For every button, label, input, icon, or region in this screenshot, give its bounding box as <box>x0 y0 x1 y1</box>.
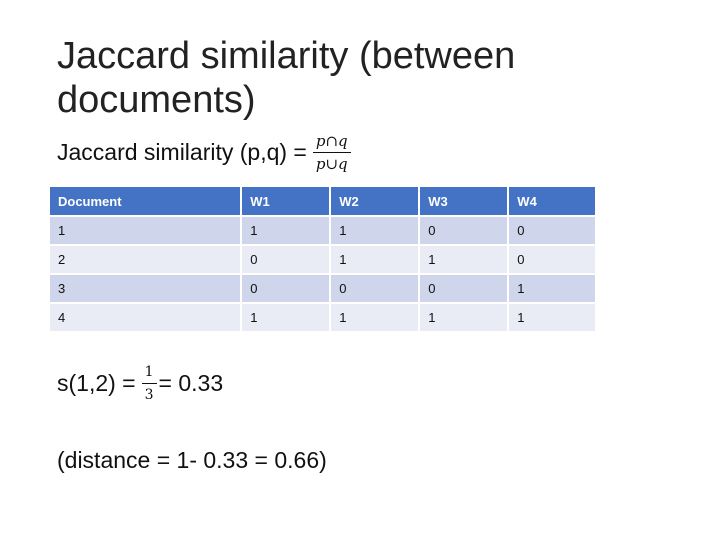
header-w4: W4 <box>508 187 595 216</box>
distance-calculation: (distance = 1- 0.33 = 0.66) <box>57 447 327 473</box>
table-row: 2 0 1 1 0 <box>50 244 595 274</box>
formula-denominator: p∪q <box>315 154 348 173</box>
table-cell: 0 <box>419 215 510 245</box>
table-cell: 0 <box>508 215 595 245</box>
formula-label: Jaccard similarity (p,q) = <box>57 138 307 165</box>
table-cell: 1 <box>330 302 421 331</box>
table-cell: 1 <box>419 244 510 274</box>
similarity-numerator: 1 <box>141 363 157 384</box>
table-cell: 1 <box>241 215 332 245</box>
table-cell: 3 <box>50 273 243 303</box>
table-cell: 0 <box>330 273 421 303</box>
similarity-fraction: 1 3 <box>141 363 157 404</box>
table-row: 1 1 1 0 0 <box>50 215 595 245</box>
similarity-calculation: s(1,2) = 1 3 = 0.33 <box>57 358 223 408</box>
table-cell: 1 <box>330 244 421 274</box>
header-document: Document <box>50 187 243 216</box>
table-cell: 1 <box>50 215 243 245</box>
formula-fraction: p∩q p∪q <box>312 132 351 173</box>
table-cell: 1 <box>508 273 595 303</box>
table-cell: 4 <box>50 302 243 331</box>
table-cell: 0 <box>241 244 332 274</box>
table-header-row: Document W1 W2 W3 W4 <box>50 187 595 216</box>
similarity-denominator: 3 <box>144 386 154 403</box>
table-cell: 0 <box>508 244 595 274</box>
table-row: 4 1 1 1 1 <box>50 302 595 331</box>
table-cell: 2 <box>50 244 243 274</box>
table-cell: 1 <box>241 302 332 331</box>
similarity-result: = 0.33 <box>158 369 224 396</box>
header-w1: W1 <box>241 187 332 216</box>
table-row: 3 0 0 0 1 <box>50 273 595 303</box>
table-cell: 0 <box>241 273 332 303</box>
similarity-prefix: s(1,2) = <box>57 369 136 396</box>
formula-numerator: p∩q <box>312 132 351 153</box>
table-cell: 1 <box>330 215 421 245</box>
document-word-table: Document W1 W2 W3 W4 1 1 1 0 0 2 0 1 1 0… <box>50 187 595 331</box>
table-cell: 1 <box>508 302 595 331</box>
table-cell: 0 <box>419 273 510 303</box>
slide-title: Jaccard similarity (between documents) <box>57 35 516 121</box>
header-w3: W3 <box>419 187 510 216</box>
table-cell: 1 <box>419 302 510 331</box>
jaccard-formula: Jaccard similarity (p,q) = p∩q p∪q <box>57 128 351 176</box>
header-w2: W2 <box>330 187 421 216</box>
